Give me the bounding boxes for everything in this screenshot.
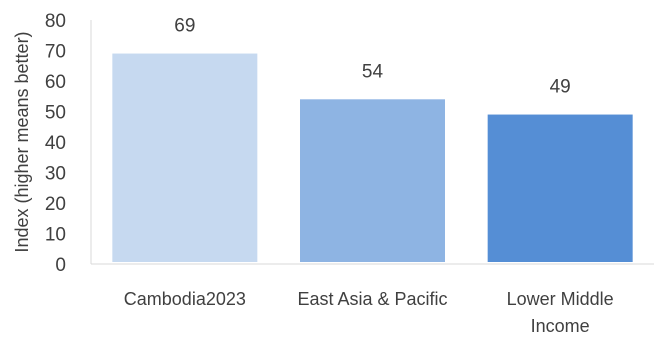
category-labels: Cambodia2023 East Asia & Pacific Lower Mid… [124,289,614,336]
y-tick-label: 20 [45,194,66,215]
y-tick-label: 50 [45,103,66,124]
y-tick-label: 80 [45,11,66,32]
bar [300,99,445,262]
y-tick-label: 0 [55,255,66,276]
data-label: 49 [550,77,571,98]
y-axis-ticks: 0 10 20 30 40 50 60 70 80 [45,11,66,276]
category-label: Lower Middle Income [507,289,614,336]
bar [487,114,633,262]
y-tick-label: 70 [45,42,66,63]
y-tick-label: 10 [45,225,66,246]
y-tick-label: 40 [45,133,66,154]
data-labels: 69 54 49 [174,16,570,98]
bar [112,53,258,262]
y-tick-label: 30 [45,164,66,185]
bars [112,53,633,262]
category-label: East Asia & Pacific [297,289,447,309]
category-label: Cambodia2023 [124,289,246,309]
data-label: 54 [362,61,384,82]
y-tick-label: 60 [45,72,66,93]
y-axis-label: Index (higher means better) [12,31,32,252]
data-label: 69 [174,16,195,37]
